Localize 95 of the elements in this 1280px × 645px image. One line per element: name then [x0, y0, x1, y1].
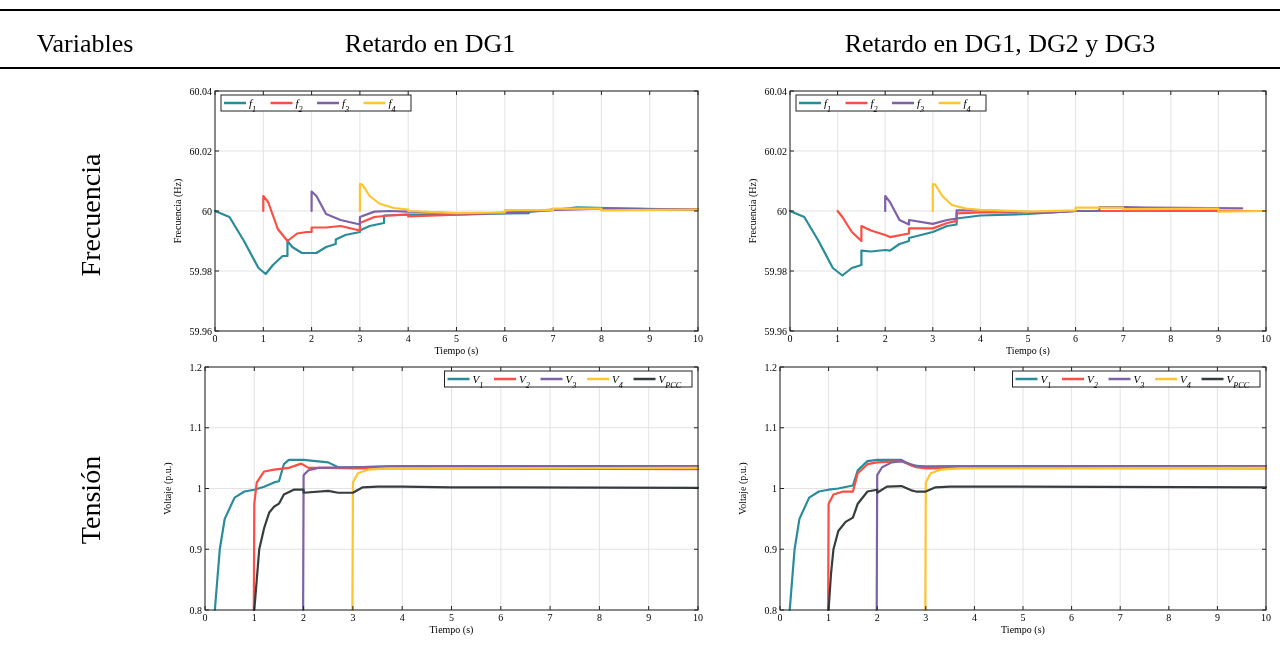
x-tick-label: 8 [596, 612, 602, 623]
x-tick-label: 2 [309, 333, 315, 344]
legend-label: f$_{2}$ [870, 97, 878, 114]
legend-label: V$_{2}$ [519, 373, 530, 390]
x-tick-label: 5 [1020, 612, 1026, 623]
x-tick-label: 6 [1069, 612, 1075, 623]
y-tick-label: 0.8 [764, 604, 777, 616]
x-tick-label: 1 [835, 333, 841, 344]
y-tick-label: 60 [777, 205, 787, 217]
x-tick-label: 10 [693, 612, 703, 623]
x-tick-label: 3 [350, 612, 356, 623]
x-tick-label: 2 [301, 612, 307, 623]
legend-label: V$_{3}$ [1133, 373, 1145, 390]
x-tick-label: 9 [647, 333, 653, 344]
text: Retardo en DG1, DG2 y DG3 [844, 29, 1156, 58]
x-tick-label: 8 [1168, 333, 1174, 344]
y-tick-label: 59.96 [764, 325, 787, 337]
legend-label: f$_{2}$ [295, 97, 303, 114]
x-tick-label: 10 [693, 333, 703, 344]
y-tick-label: 1.1 [189, 422, 202, 434]
legend-label: V$_{PCC}$ [658, 373, 682, 390]
legend-label: f$_{1}$ [824, 97, 832, 114]
x-tick-label: 1 [260, 333, 266, 344]
y-axis-title: Frecuencia (Hz) [172, 178, 184, 244]
y-tick-label: 1.2 [764, 361, 777, 373]
x-tick-label: 2 [882, 333, 888, 344]
x-tick-label: 4 [977, 333, 983, 344]
x-tick-label: 7 [1120, 333, 1126, 344]
y-tick-label: 1.2 [189, 361, 202, 373]
y-tick-label: 1.1 [764, 422, 777, 434]
x-tick-label: 1 [251, 612, 257, 623]
legend-label: V$_{4}$ [612, 373, 623, 390]
x-tick-label: 1 [826, 612, 832, 623]
x-tick-label: 3 [923, 612, 929, 623]
legend-label: f$_{3}$ [917, 97, 925, 114]
x-tick-label: 7 [547, 612, 553, 623]
y-axis-title: Voltaje (p.u.) [737, 462, 749, 515]
x-tick-label: 10 [1261, 612, 1271, 623]
legend-label: V$_{3}$ [565, 373, 577, 390]
x-tick-label: 0 [202, 612, 208, 623]
x-axis-title: Tiempo (s) [1001, 624, 1045, 636]
y-tick-label: 0.8 [189, 604, 202, 616]
x-tick-label: 0 [212, 333, 218, 344]
y-tick-label: 60 [202, 205, 212, 217]
x-tick-label: 8 [1166, 612, 1172, 623]
x-tick-label: 5 [454, 333, 459, 344]
y-axis-title: Frecuencia (Hz) [747, 178, 759, 244]
x-tick-label: 4 [405, 333, 411, 344]
y-tick-label: 59.96 [189, 325, 212, 337]
y-tick-label: 60.02 [189, 145, 212, 157]
x-axis-title: Tiempo (s) [434, 345, 479, 357]
x-tick-label: 2 [874, 612, 880, 623]
x-tick-label: 10 [1261, 333, 1271, 344]
x-tick-label: 5 [449, 612, 454, 623]
y-tick-label: 1 [772, 483, 777, 494]
legend-label: V$_{PCC}$ [1226, 373, 1250, 390]
x-tick-label: 3 [930, 333, 936, 344]
y-tick-label: 60.02 [764, 145, 787, 157]
x-tick-label: 9 [1214, 612, 1220, 623]
x-tick-label: 0 [787, 333, 793, 344]
text: Retardo en DG1 [344, 29, 516, 58]
x-tick-label: 6 [502, 333, 508, 344]
y-tick-label: 59.98 [189, 265, 212, 277]
legend-label: V$_{4}$ [1180, 373, 1191, 390]
y-tick-label: 59.98 [764, 265, 787, 277]
y-tick-label: 0.9 [189, 543, 202, 555]
legend-label: f$_{4}$ [963, 97, 971, 114]
legend-label: V$_{2}$ [1087, 373, 1098, 390]
legend-label: f$_{3}$ [342, 97, 350, 114]
x-tick-label: 9 [646, 612, 652, 623]
legend-label: f$_{4}$ [388, 97, 396, 114]
legend-label: f$_{1}$ [249, 97, 257, 114]
text: Frecuencia [75, 153, 106, 277]
x-tick-label: 4 [399, 612, 405, 623]
x-axis-title: Tiempo (s) [1006, 345, 1050, 357]
x-tick-label: 9 [1215, 333, 1221, 344]
legend-label: V$_{1}$ [472, 373, 484, 390]
x-tick-label: 6 [1073, 333, 1079, 344]
y-tick-label: 0.9 [764, 543, 777, 555]
x-tick-label: 8 [598, 333, 604, 344]
x-tick-label: 6 [498, 612, 504, 623]
text: Tensión [75, 455, 106, 545]
x-tick-label: 7 [1117, 612, 1123, 623]
x-tick-label: 4 [971, 612, 977, 623]
y-tick-label: 60.04 [189, 85, 212, 97]
y-tick-label: 1 [197, 483, 202, 494]
y-tick-label: 60.04 [764, 85, 787, 97]
x-tick-label: 5 [1025, 333, 1031, 344]
x-axis-title: Tiempo (s) [429, 624, 474, 636]
x-tick-label: 3 [357, 333, 363, 344]
legend-label: V$_{1}$ [1040, 373, 1052, 390]
x-tick-label: 7 [550, 333, 556, 344]
text: Variables [36, 29, 134, 58]
x-tick-label: 0 [777, 612, 783, 623]
y-axis-title: Voltaje (p.u.) [162, 462, 174, 515]
